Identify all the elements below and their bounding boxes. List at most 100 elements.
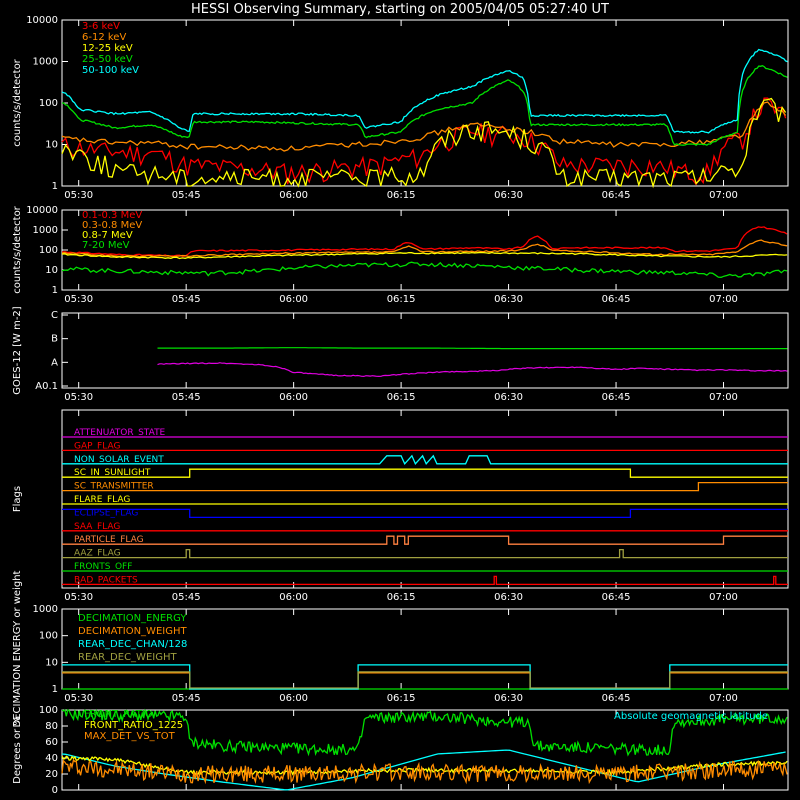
legend-entry: 0.1-0.3 MeV [82,210,142,221]
flag-line [62,575,788,586]
y-tick-label: 10 [45,657,58,668]
x-tick-label: 06:15 [387,294,416,305]
legend-entry: DECIMATION_ENERGY [78,613,187,624]
series-line [61,755,788,776]
flag-label: ATTENUATOR_STATE [74,428,166,438]
panel-frame [61,209,789,291]
y-axis-label-group: counts/s/detector [12,58,23,146]
y-tick-label: 10000 [26,15,58,26]
panel-frame [61,312,789,389]
y-axis-label: GOES-12 [W m-2] [12,306,23,394]
series-line [61,97,787,186]
y-tick-label: C [51,310,58,321]
y-tick-label: 100 [39,705,58,716]
x-tick-label: 06:45 [602,693,631,704]
flag-label: SAA_FLAG [74,522,120,532]
x-tick-label: 07:00 [709,693,738,704]
y-axis-label: counts/s/detector [12,205,23,293]
legend-entry: 0.3-0.8 MeV [82,220,142,231]
y-axis-label-group: counts/s/detector [12,205,23,293]
y-tick-label: A0.1 [35,381,58,392]
y-tick-label: B [51,334,58,345]
series-line [157,347,788,350]
x-tick-label: 06:30 [494,592,523,603]
flag-label: PARTICLE_FLAG [74,535,144,545]
chart-annotation: Absolute geomagnetic latitude [614,711,768,722]
y-axis-label: DECIMATION ENERGY or weight [12,570,23,727]
x-tick-label: 05:30 [64,190,93,201]
flag-label: ECLIPSE_FLAG [74,508,138,518]
series-line [62,671,788,689]
x-tick-label: 06:00 [279,392,308,403]
x-tick-label: 05:30 [64,693,93,704]
y-tick-label: 40 [45,753,58,764]
y-tick-label: 1 [52,684,58,695]
x-tick-label: 05:30 [64,592,93,603]
y-axis-label-group: DECIMATION ENERGY or weight [12,570,23,727]
legend-entry: FRONT_RATIO_1225 [84,720,183,731]
flag-label: BAD_PACKETS [74,575,138,585]
x-tick-label: 05:45 [172,592,201,603]
x-tick-label: 06:15 [387,592,416,603]
legend-entry: MAX_DET_VS_TOT [84,731,176,742]
legend-entry: DECIMATION_WEIGHT [78,626,187,637]
x-tick-label: 07:00 [709,294,738,305]
series-line [61,758,788,785]
flag-line [62,508,788,519]
x-tick-label: 06:15 [387,190,416,201]
flag-line [62,548,788,559]
flag-label: NON_SOLAR_EVENT [74,455,164,465]
x-tick-label: 06:30 [494,294,523,305]
y-tick-label: 1 [52,285,58,296]
x-tick-label: 06:45 [602,190,631,201]
series-line [61,261,788,278]
x-tick-label: 06:00 [279,294,308,305]
legend-entry: 25-50 keV [82,54,133,65]
y-tick-label: 100 [39,245,58,256]
y-axis-label: Flags [12,486,23,512]
series-line [62,672,788,690]
x-tick-label: 05:45 [172,693,201,704]
series-line [61,708,788,757]
series-line [61,101,787,152]
x-tick-label: 06:00 [279,693,308,704]
series-line [61,226,788,257]
y-axis-label: counts/s/detector [12,58,23,146]
flag-line [62,468,788,478]
flag-label: GAP_FLAG [74,441,120,451]
x-tick-label: 06:45 [602,592,631,603]
panel-frame [61,709,789,791]
panel-frame [61,409,789,589]
flag-line [62,535,788,545]
y-axis-label-group: Flags [12,486,23,512]
x-tick-label: 06:00 [279,592,308,603]
y-tick-label: 100 [39,631,58,642]
y-tick-label: 1 [52,181,58,192]
series-line [61,48,788,134]
x-tick-label: 05:30 [64,392,93,403]
y-tick-label: 1000 [33,225,58,236]
x-tick-label: 06:15 [387,693,416,704]
y-tick-label: 100 [39,98,58,109]
flag-label: SC_TRANSMITTER [74,482,154,492]
x-tick-label: 06:45 [602,392,631,403]
flag-line [62,481,788,492]
legend-entry: 0.8-7 MeV [82,230,133,241]
x-tick-label: 05:45 [172,190,201,201]
legend-entry: 3-6 keV [82,21,120,32]
y-tick-label: 60 [45,737,58,748]
x-tick-label: 06:00 [279,190,308,201]
y-axis-label: Degrees or % [12,716,23,784]
y-tick-label: 10000 [26,205,58,216]
x-tick-label: 06:15 [387,392,416,403]
series-line [157,362,788,378]
y-tick-label: 20 [45,769,58,780]
series-line [61,97,787,189]
chart-title: HESSI Observing Summary, starting on 200… [191,2,609,17]
legend-entry: 12-25 keV [82,43,133,54]
series-line [61,251,788,260]
series-line [62,664,788,690]
x-tick-label: 05:45 [172,392,201,403]
